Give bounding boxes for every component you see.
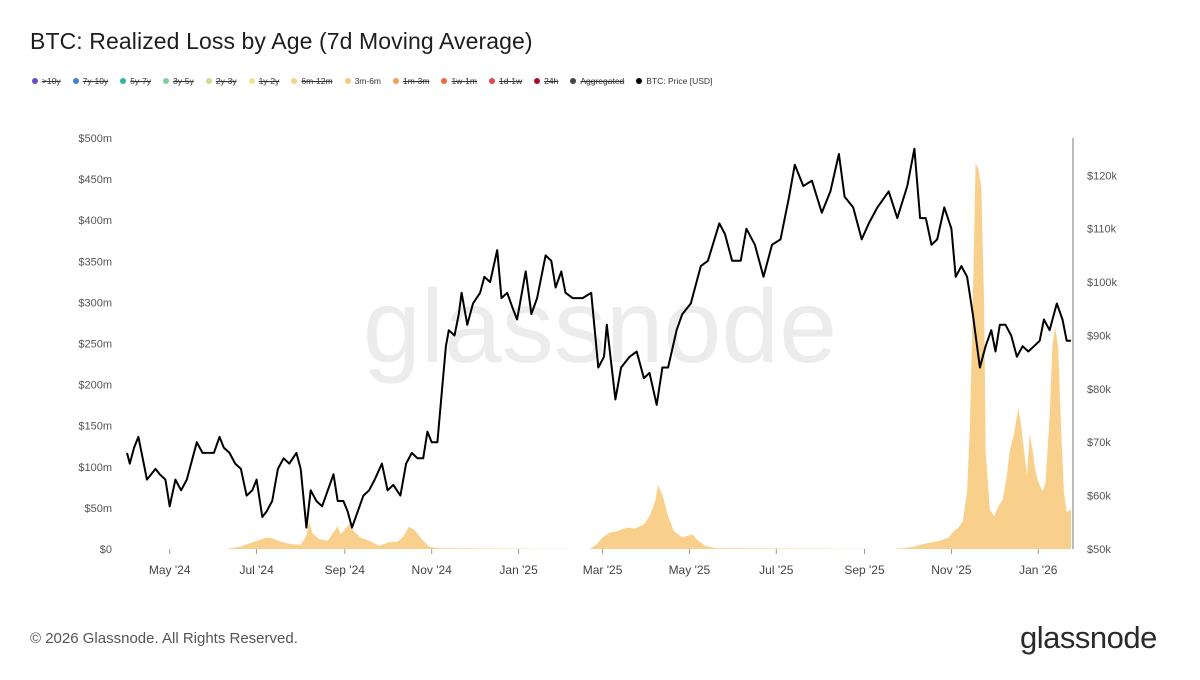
legend-dot-icon (636, 78, 643, 84)
legend-item[interactable]: 1d-1w (488, 76, 523, 86)
left-tick-label: $300m (78, 297, 112, 309)
legend-dot-icon (534, 78, 541, 84)
watermark: glassnode (363, 269, 837, 385)
legend-dot-icon (441, 78, 448, 84)
legend-item[interactable]: >10y (32, 76, 61, 86)
x-tick-label: May '25 (669, 563, 711, 577)
left-tick-label: $50m (84, 503, 112, 515)
legend-label: 6m-12m (301, 76, 333, 86)
left-tick-label: $100m (78, 462, 112, 474)
legend-label: 2y-3y (215, 76, 237, 86)
area-layer (127, 162, 1071, 549)
legend-label: 1w-1m (451, 76, 477, 86)
right-axis: $50k $60k $70k $80k $90k $100k $110k $120k (1087, 170, 1117, 556)
legend-label: 3m-6m (354, 76, 382, 86)
x-tick-label: Mar '25 (583, 563, 623, 577)
legend-dot-icon (32, 78, 38, 84)
legend-label: 24h (544, 76, 559, 86)
legend-dot-icon (248, 78, 255, 84)
x-tick-label: Jan '26 (1019, 563, 1058, 577)
left-tick-label: $500m (78, 133, 112, 145)
x-tick-label: Nov '24 (412, 563, 453, 577)
left-tick-label: $200m (78, 380, 112, 392)
legend-dot-icon (393, 78, 400, 84)
right-tick-label: $60k (1087, 491, 1111, 503)
chart-legend: >10y 7y-10y 5y-7y 3y-5y 2y-3y 1y-2y 6m-12m 3m-6… (32, 76, 712, 86)
left-tick-label: $400m (78, 215, 112, 227)
legend-item[interactable]: 1w-1m (441, 76, 477, 86)
legend-item[interactable]: Aggregated (570, 76, 624, 86)
x-axis: May '24 Jul '24 Sep '24 Nov '24 Jan '25 Mar '… (149, 549, 1058, 577)
legend-item[interactable]: 24h (534, 76, 558, 86)
legend-dot-icon (291, 78, 298, 84)
legend-label: 1d-1w (498, 76, 523, 86)
left-tick-label: $450m (78, 174, 112, 186)
legend-item[interactable]: 1m-3m (393, 76, 429, 86)
right-tick-label: $110k (1087, 224, 1117, 236)
legend-item[interactable]: 1y-2y (248, 76, 280, 86)
legend-item[interactable]: 6m-12m (291, 76, 333, 86)
legend-dot-icon (120, 78, 127, 84)
brand-logo[interactable]: glassnode (1020, 620, 1157, 655)
right-tick-label: $80k (1087, 384, 1111, 396)
legend-dot-icon (570, 78, 577, 84)
copyright-text: © 2026 Glassnode. All Rights Reserved. (30, 630, 298, 647)
legend-dot-icon (162, 78, 169, 84)
x-tick-label: Jan '25 (499, 563, 538, 577)
x-tick-label: Nov '25 (931, 563, 972, 577)
x-tick-label: Sep '24 (325, 563, 366, 577)
legend-item[interactable]: 3y-5y (162, 76, 194, 86)
x-tick-label: Jul '25 (759, 563, 794, 577)
legend-label: 3y-5y (172, 76, 194, 86)
series-area-3m-6m (127, 162, 1071, 549)
legend-dot-icon (488, 78, 495, 84)
legend-label: >10y (42, 76, 61, 86)
legend-label: 5y-7y (130, 76, 151, 86)
left-tick-label: $150m (78, 421, 112, 433)
right-tick-label: $120k (1087, 170, 1117, 182)
x-tick-label: May '24 (149, 563, 191, 577)
legend-item[interactable]: 7y-10y (72, 76, 109, 86)
legend-label: 1y-2y (258, 76, 280, 86)
legend-label: 1m-3m (403, 76, 430, 86)
right-tick-label: $90k (1087, 331, 1111, 343)
legend-label: BTC: Price [USD] (646, 76, 713, 86)
legend-item[interactable]: BTC: Price [USD] (636, 76, 712, 86)
x-tick-label: Jul '24 (239, 563, 274, 577)
right-tick-label: $50k (1087, 544, 1111, 556)
left-tick-label: $0 (100, 544, 112, 556)
legend-label: Aggregated (580, 76, 625, 86)
right-tick-label: $70k (1087, 437, 1111, 449)
x-tick-label: Sep '25 (844, 563, 885, 577)
right-tick-label: $100k (1087, 277, 1117, 289)
legend-item[interactable]: 5y-7y (120, 76, 151, 86)
price-layer (126, 147, 1071, 529)
left-axis: $0 $50m $100m $150m $200m $250m $300m $350m $400… (78, 133, 112, 556)
legend-dot-icon (344, 78, 351, 84)
legend-label: 7y-10y (82, 76, 109, 86)
legend-dot-icon (72, 78, 79, 84)
chart-title: BTC: Realized Loss by Age (7d Moving Ave… (30, 28, 533, 54)
legend-item[interactable]: 2y-3y (205, 76, 237, 86)
legend-item[interactable]: 3m-6m (344, 76, 382, 86)
series-line-btc-price (126, 147, 1071, 529)
left-tick-label: $350m (78, 256, 112, 268)
left-tick-label: $250m (78, 339, 112, 351)
legend-dot-icon (205, 78, 212, 84)
